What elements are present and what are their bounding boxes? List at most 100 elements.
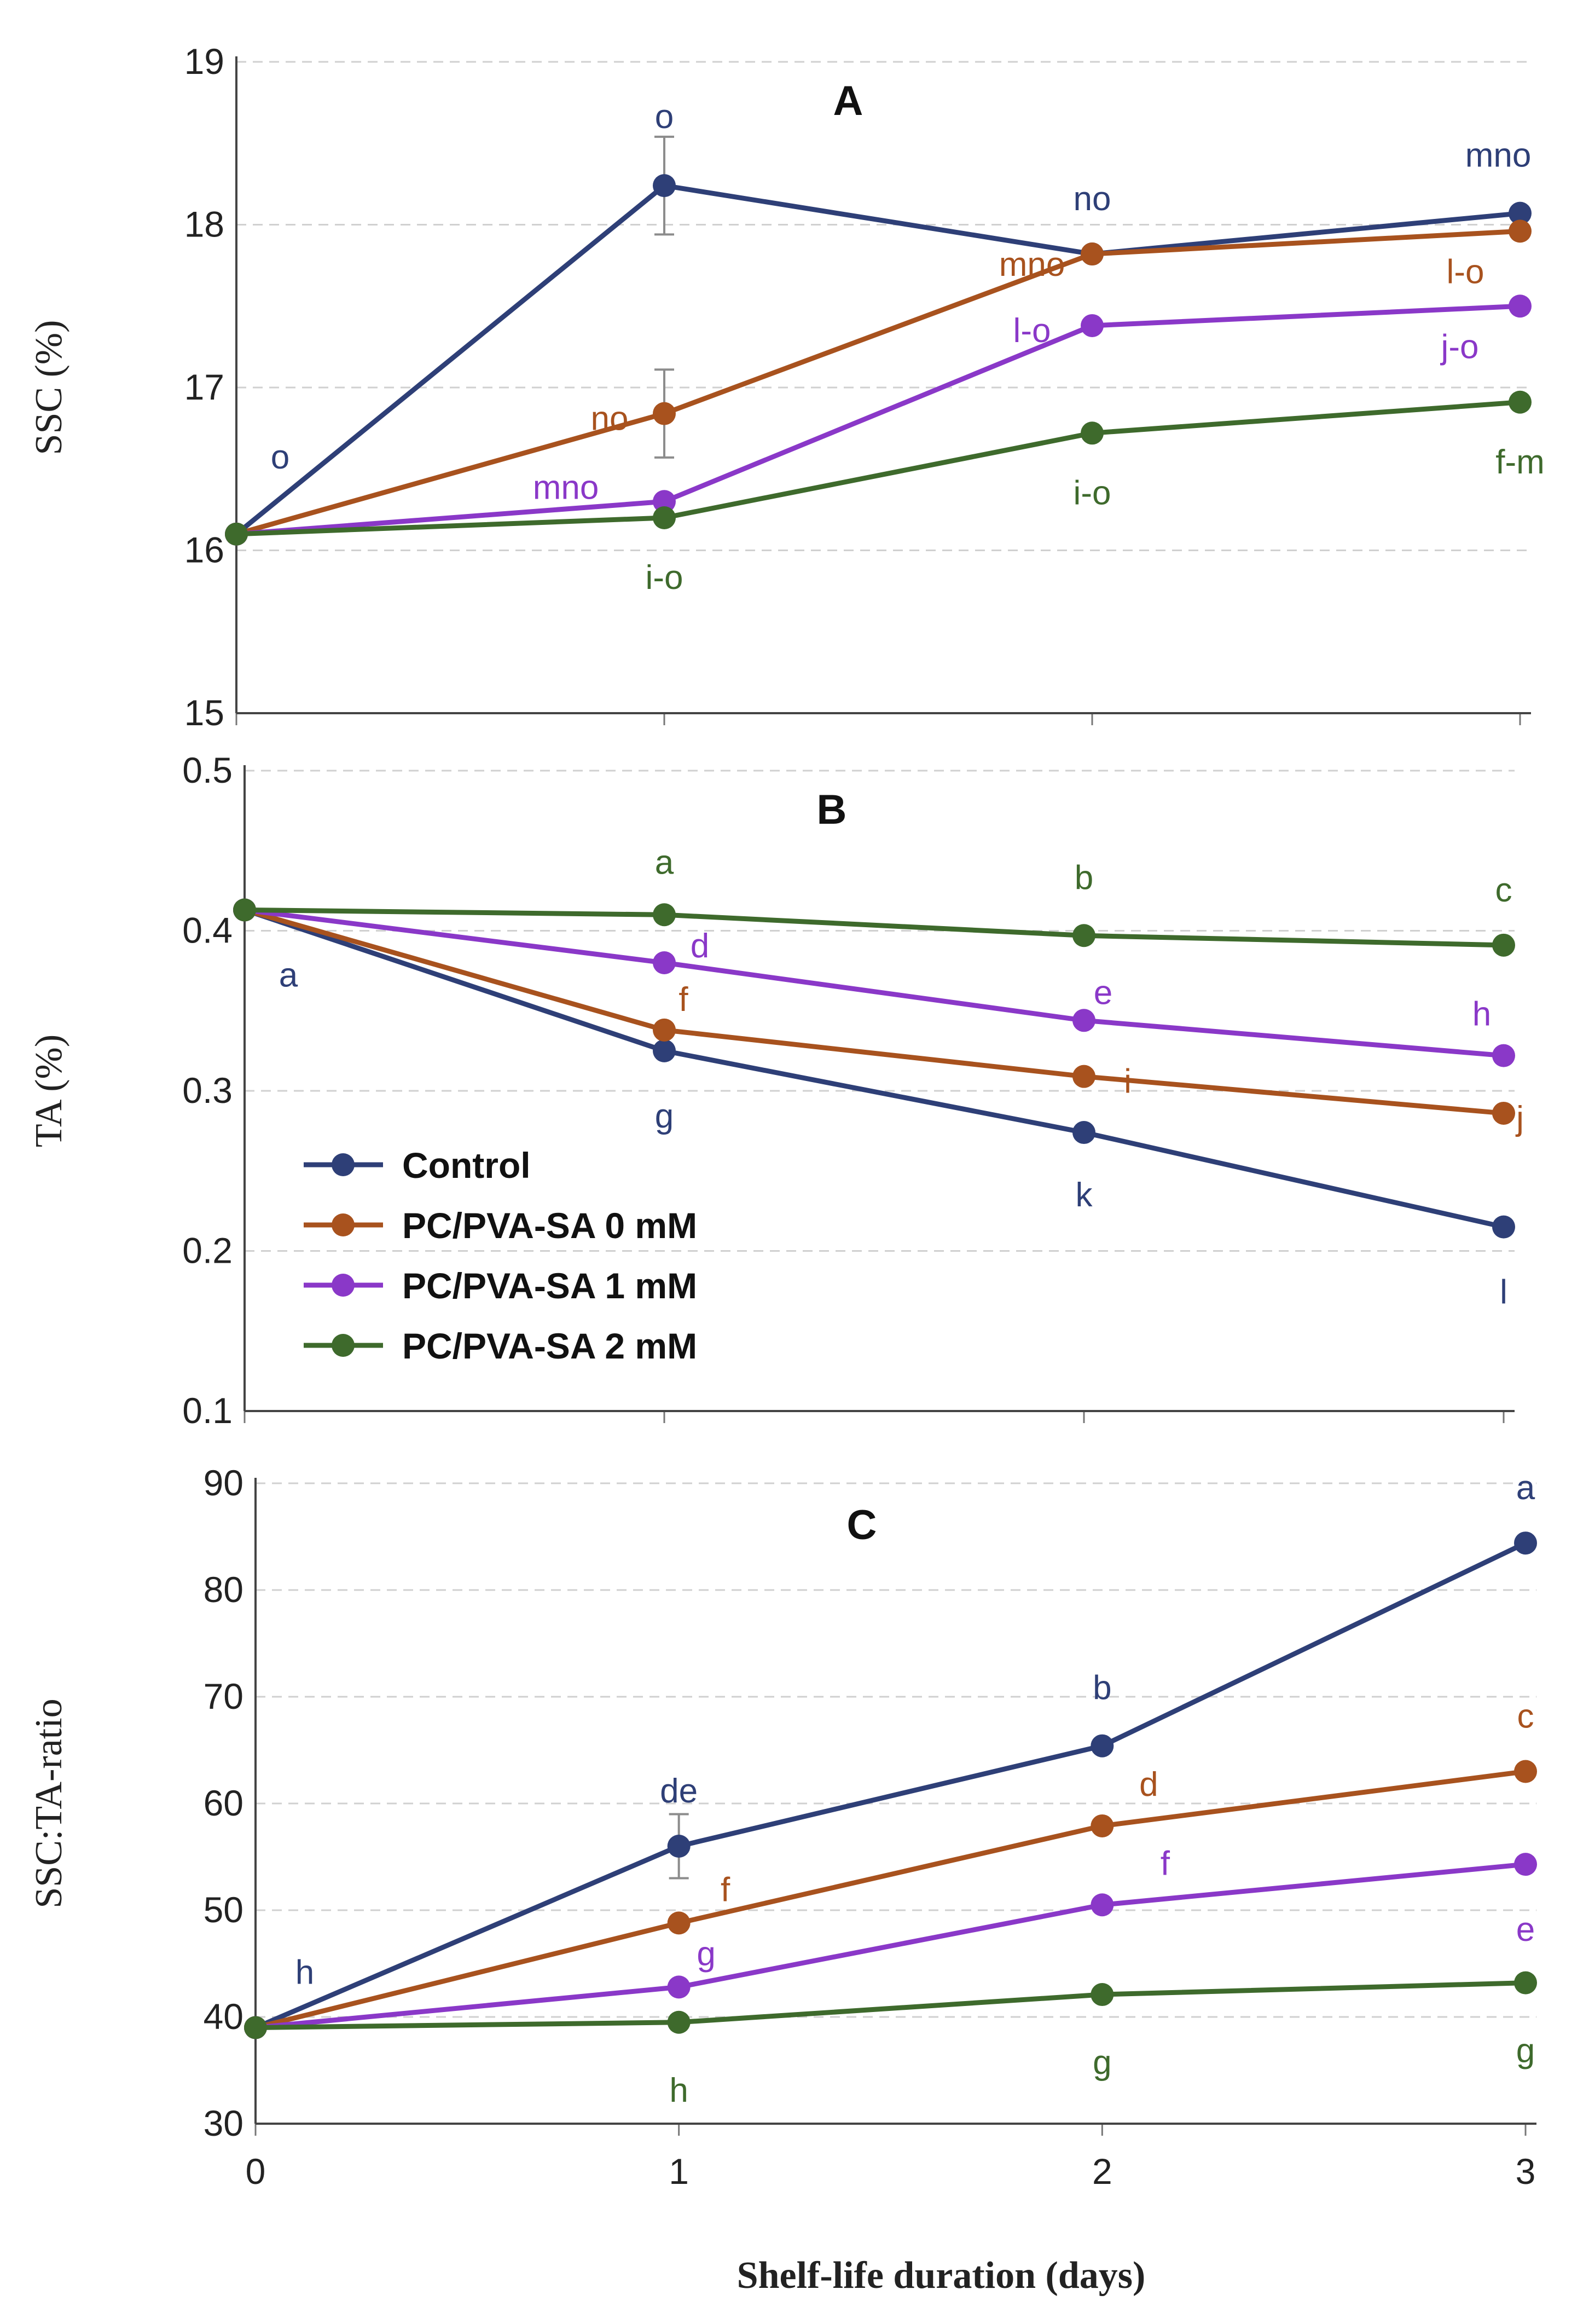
data-label: k	[1076, 1176, 1093, 1214]
series-pc-pva-sa-2-mm: i-o i-o f-m	[225, 390, 1545, 597]
data-point	[653, 1018, 676, 1042]
y-tick-label: 90	[204, 1462, 243, 1503]
y-axis-label: SSC (%)	[28, 320, 70, 455]
data-point	[1492, 1215, 1515, 1239]
data-point	[1072, 1009, 1095, 1032]
data-point	[653, 402, 676, 425]
data-point	[1492, 1044, 1515, 1067]
data-point	[653, 951, 676, 974]
data-label: f-m	[1495, 443, 1545, 481]
data-label: a	[1516, 1469, 1535, 1507]
data-label: h	[1472, 996, 1491, 1033]
y-tick-label: 16	[184, 530, 224, 570]
data-point	[667, 1835, 691, 1858]
data-label: b	[1075, 859, 1093, 897]
data-point	[1091, 1893, 1114, 1917]
data-point	[1091, 1734, 1114, 1758]
legend-swatch-marker	[332, 1334, 355, 1357]
data-point	[1509, 219, 1532, 243]
series-line	[255, 1861, 1526, 2030]
data-label: o	[271, 438, 289, 476]
data-label: j-o	[1440, 328, 1479, 366]
data-point	[667, 1911, 691, 1935]
chart-panel-B: 0.1 0.2 0.3 0.4 0.5 B TA (%) a g k l f i j d e h a b c Contr…	[28, 750, 1524, 1431]
legend-item: PC/PVA-SA 0 mM	[304, 1205, 697, 1246]
y-axis-label: TA (%)	[28, 1034, 70, 1147]
data-label: f	[1161, 1845, 1170, 1882]
data-point	[225, 522, 248, 546]
data-label: h	[669, 2072, 688, 2109]
data-label: e	[1094, 974, 1112, 1011]
data-point	[1514, 1531, 1537, 1555]
data-point	[1072, 924, 1095, 947]
legend-label: PC/PVA-SA 1 mM	[402, 1265, 697, 1306]
data-label: c	[1517, 1698, 1534, 1736]
data-label: g	[1093, 2044, 1111, 2082]
panel-title: A	[833, 78, 863, 124]
data-label: a	[279, 956, 298, 994]
legend-swatch-marker	[332, 1274, 355, 1297]
data-point	[653, 903, 676, 927]
data-label: no	[1074, 180, 1111, 218]
data-point	[1081, 314, 1104, 337]
legend-swatch-marker	[332, 1213, 355, 1236]
series-line	[244, 907, 1504, 1059]
data-label: d	[691, 927, 709, 965]
y-tick-label: 80	[204, 1569, 243, 1610]
y-tick-label: 30	[204, 2103, 243, 2143]
data-label: mno	[1465, 137, 1532, 175]
data-label: mno	[999, 246, 1065, 284]
y-axis-label: SSC:TA-ratio	[28, 1698, 70, 1908]
data-label: g	[1516, 2032, 1535, 2070]
y-tick-label: 0.2	[182, 1230, 233, 1271]
data-point	[667, 1975, 691, 1999]
data-point	[1081, 242, 1104, 266]
data-label: l	[1500, 1274, 1507, 1311]
series-pc-pva-sa-0-mm: f i j	[233, 898, 1524, 1137]
y-tick-label: 0.1	[182, 1390, 233, 1431]
data-point	[244, 2016, 267, 2039]
legend-label: PC/PVA-SA 2 mM	[402, 1326, 697, 1366]
series-line	[236, 400, 1521, 537]
legend: Control PC/PVA-SA 0 mM PC/PVA-SA 1 mM PC/PV…	[304, 1145, 697, 1366]
x-tick-label: 1	[669, 2151, 689, 2192]
y-tick-label: 0.4	[182, 910, 233, 951]
series-line	[244, 907, 1504, 948]
y-tick-label: 50	[204, 1889, 243, 1930]
data-label: d	[1139, 1766, 1158, 1803]
series-line	[254, 1541, 1527, 2030]
legend-item: Control	[304, 1145, 531, 1186]
data-label: f	[678, 981, 688, 1019]
data-label: i-o	[646, 559, 683, 597]
series-control: a g k l	[233, 898, 1515, 1311]
series-line	[235, 228, 1521, 537]
data-label: i	[1124, 1063, 1132, 1101]
data-point	[233, 898, 256, 922]
data-label: j	[1515, 1100, 1524, 1137]
legend-label: PC/PVA-SA 0 mM	[402, 1205, 697, 1246]
series-line	[243, 907, 1504, 1230]
data-label: i-o	[1074, 474, 1111, 512]
y-tick-label: 70	[204, 1676, 243, 1716]
y-tick-label: 15	[184, 692, 224, 733]
data-label: b	[1093, 1669, 1111, 1707]
data-label: h	[295, 1954, 314, 1992]
data-label: l-o	[1447, 253, 1484, 291]
data-label: l-o	[1013, 312, 1051, 350]
data-label: de	[660, 1772, 698, 1810]
data-label: a	[655, 843, 674, 881]
y-tick-label: 60	[204, 1783, 243, 1823]
y-tick-label: 17	[184, 367, 224, 407]
chart-panel-C: 30 40 50 60 70 80 90 C SSC:TA-ratio 0 1 2 3 Shelf-lif…	[28, 1462, 1537, 2297]
x-tick-label: 0	[246, 2151, 266, 2192]
legend-item: PC/PVA-SA 1 mM	[304, 1265, 697, 1306]
x-tick-label: 3	[1516, 2151, 1536, 2192]
data-point	[667, 2010, 691, 2034]
data-point	[1072, 1065, 1095, 1088]
data-label: f	[721, 1871, 730, 1909]
series-pc-pva-sa-0-mm: f d c	[244, 1698, 1537, 2039]
series-pc-pva-sa-2-mm: a b c	[233, 843, 1515, 957]
